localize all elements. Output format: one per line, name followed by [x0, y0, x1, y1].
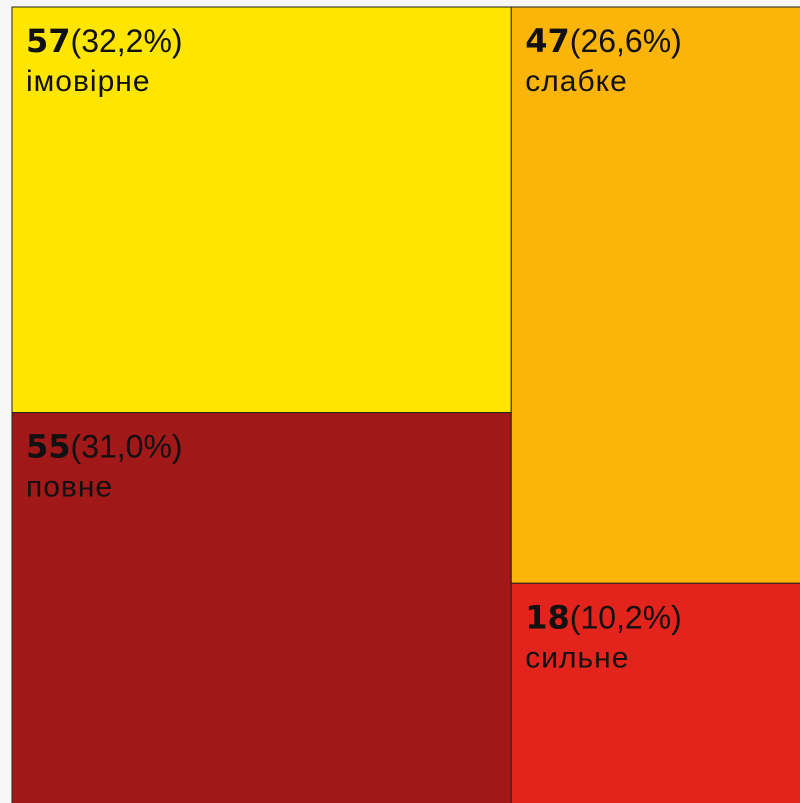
value-number: 47: [525, 22, 570, 60]
tile-name: імовірне: [26, 65, 151, 98]
value-share: (32,2%): [71, 23, 183, 59]
tile-name: сильне: [525, 641, 629, 674]
tile-value: 18(10,2%): [525, 598, 682, 636]
tile: [510, 582, 800, 803]
tile-value: 55(31,0%): [26, 428, 183, 466]
tile: [510, 6, 800, 584]
tile-value: 57(32,2%): [26, 22, 183, 60]
value-number: 57: [26, 22, 71, 60]
value-share: (10,2%): [570, 599, 682, 635]
value-share: (31,0%): [71, 429, 183, 465]
tile: [11, 6, 512, 414]
tile-name: повне: [26, 471, 113, 504]
tile-value: 47(26,6%): [525, 22, 682, 60]
tile-name: слабке: [525, 65, 628, 98]
tile: [11, 412, 512, 803]
value-share: (26,6%): [570, 23, 682, 59]
value-number: 55: [26, 428, 71, 466]
value-number: 18: [525, 598, 570, 636]
